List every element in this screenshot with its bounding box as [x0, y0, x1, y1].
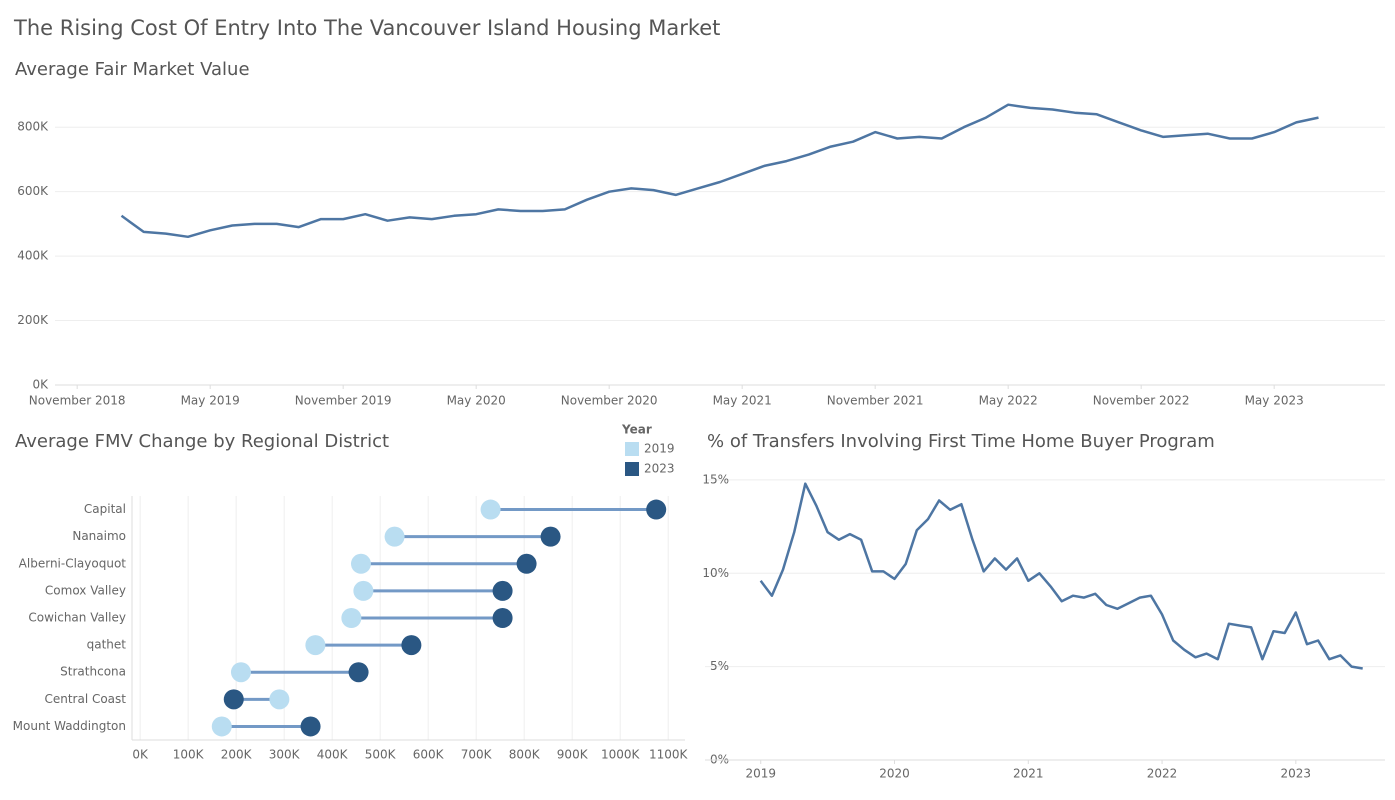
- x-tick-label: November 2021: [827, 394, 924, 408]
- legend-swatch: [625, 442, 639, 456]
- y-tick-label: 600K: [17, 184, 49, 198]
- x-tick-label: May 2020: [447, 394, 506, 408]
- category-label: Cowichan Valley: [28, 611, 126, 625]
- dot: [353, 580, 374, 601]
- dot: [516, 553, 537, 574]
- x-tick-label: November 2020: [561, 394, 658, 408]
- x-tick-label: May 2019: [181, 394, 240, 408]
- x-tick-label: 0K: [132, 748, 149, 762]
- dot: [300, 716, 321, 737]
- category-label: Nanaimo: [72, 529, 126, 543]
- category-label: Central Coast: [44, 692, 126, 706]
- x-tick-label: 500K: [365, 748, 397, 762]
- x-tick-label: 200K: [221, 748, 253, 762]
- y-tick-label: 15%: [702, 472, 729, 486]
- x-tick-label: November 2019: [295, 394, 392, 408]
- chart-title: % of Transfers Involving First Time Home…: [707, 431, 1215, 452]
- x-tick-label: 300K: [269, 748, 301, 762]
- chart-title: Average FMV Change by Regional District: [15, 431, 389, 452]
- y-tick-label: 5%: [710, 659, 729, 673]
- x-tick-label: May 2021: [713, 394, 772, 408]
- line: [759, 482, 1363, 670]
- x-tick-label: 1000K: [601, 748, 641, 762]
- x-tick-label: May 2022: [979, 394, 1038, 408]
- dot: [350, 553, 371, 574]
- category-label: Comox Valley: [45, 583, 126, 597]
- y-tick-label: 400K: [17, 249, 49, 263]
- dot: [341, 608, 362, 628]
- category-label: Capital: [84, 502, 126, 516]
- legend-title: Year: [621, 423, 652, 437]
- dot: [401, 635, 422, 656]
- line: [120, 103, 1319, 239]
- y-tick-label: 0K: [32, 378, 49, 392]
- y-tick-label: 800K: [17, 120, 49, 134]
- x-tick-label: 2023: [1281, 767, 1312, 781]
- x-tick-label: 400K: [317, 748, 349, 762]
- category-label: Alberni-Clayoquot: [19, 556, 127, 570]
- x-tick-label: 2022: [1147, 767, 1178, 781]
- x-tick-label: 100K: [173, 748, 205, 762]
- dot: [646, 499, 667, 520]
- dot: [540, 526, 561, 547]
- dot: [492, 608, 513, 628]
- chart-title: Average Fair Market Value: [15, 59, 250, 80]
- dot: [492, 580, 513, 601]
- x-tick-label: 700K: [461, 748, 493, 762]
- y-tick-label: 10%: [702, 566, 729, 580]
- dot: [305, 635, 326, 656]
- dot: [480, 499, 501, 520]
- x-tick-label: 2020: [879, 767, 910, 781]
- x-tick-label: 900K: [557, 748, 589, 762]
- x-tick-label: 2021: [1013, 767, 1044, 781]
- x-tick-label: November 2018: [29, 394, 126, 408]
- x-tick-label: May 2023: [1245, 394, 1304, 408]
- dot: [223, 689, 244, 710]
- dot: [230, 662, 251, 683]
- dot: [269, 689, 290, 710]
- x-tick-label: November 2022: [1093, 394, 1190, 408]
- x-tick-label: 800K: [509, 748, 541, 762]
- x-tick-label: 2019: [745, 767, 776, 781]
- legend-label: 2023: [644, 462, 675, 476]
- legend-swatch: [625, 462, 639, 476]
- dashboard-title: The Rising Cost Of Entry Into The Vancou…: [13, 16, 720, 40]
- dot: [384, 526, 405, 547]
- dot: [348, 662, 369, 683]
- y-tick-label: 200K: [17, 313, 49, 327]
- category-label: Strathcona: [60, 665, 126, 679]
- dot: [211, 716, 232, 737]
- category-label: Mount Waddington: [13, 719, 126, 733]
- x-tick-label: 600K: [413, 748, 445, 762]
- x-tick-label: 1100K: [649, 748, 689, 762]
- legend-label: 2019: [644, 442, 675, 456]
- category-label: qathet: [87, 638, 127, 652]
